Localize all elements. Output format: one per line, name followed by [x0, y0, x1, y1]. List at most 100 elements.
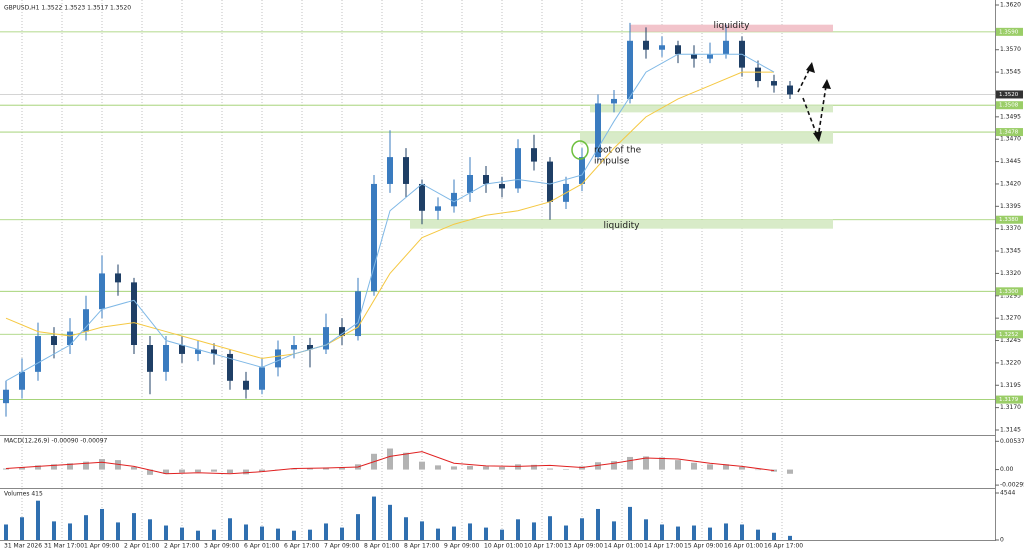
volume-bar	[36, 500, 40, 540]
volume-bar	[372, 496, 376, 540]
macd-bar	[51, 464, 57, 470]
candle-body	[707, 54, 713, 59]
macd-bar	[99, 459, 105, 470]
candle-body	[355, 291, 361, 337]
volume-bar	[244, 524, 248, 540]
macd-bar	[499, 466, 505, 470]
candle-body	[611, 98, 617, 104]
y-tick-label: 1.3445	[1000, 158, 1021, 165]
zone	[410, 219, 833, 229]
volume-bar	[20, 517, 24, 540]
volume-bar	[660, 524, 664, 540]
macd-bar	[579, 466, 585, 470]
macd-bar	[83, 461, 89, 470]
volume-bar	[388, 504, 392, 540]
level-label: 1.3252	[999, 332, 1018, 338]
candle-body	[227, 353, 233, 381]
macd-tick-label: -0.00295	[1000, 482, 1024, 489]
zone-label: liquidity	[604, 221, 641, 231]
volume-bar	[692, 525, 696, 540]
x-tick-label: 6 Apr 01:00	[244, 543, 279, 550]
volume-bar	[116, 522, 120, 540]
candle-body	[99, 273, 105, 310]
symbol-title: GBPUSD,H1 1.3522 1.3523 1.3517 1.3520	[4, 5, 131, 12]
x-tick-label: 16 Apr 17:00	[764, 543, 803, 550]
x-tick-label: 16 Apr 01:00	[724, 543, 763, 550]
macd-bar	[259, 469, 265, 472]
candle-body	[3, 389, 9, 404]
macd-bar	[115, 460, 121, 470]
volume-bar	[548, 516, 552, 540]
volume-bar	[740, 524, 744, 540]
y-tick-label: 1.3170	[1000, 404, 1021, 411]
volume-bar	[788, 535, 792, 540]
macd-bar	[131, 466, 137, 470]
volume-bar	[324, 523, 328, 540]
macd-tick-label: 0.00	[1000, 466, 1014, 473]
level-tag	[996, 27, 1023, 36]
volume-bar	[228, 518, 232, 540]
candle-body	[115, 273, 121, 283]
volume-bar	[148, 519, 152, 540]
zones	[410, 24, 833, 229]
macd-bar	[179, 469, 185, 473]
volume-bar	[596, 508, 600, 540]
macd-bar	[451, 466, 457, 470]
y-tick-label: 1.3420	[1000, 180, 1021, 187]
volume-bar	[564, 525, 568, 540]
macd-bar	[35, 465, 41, 470]
candle-body	[723, 40, 729, 55]
volume-bar	[756, 529, 760, 540]
arrow-head	[822, 79, 831, 89]
volume-title: Volumes 415	[4, 491, 43, 498]
volume-bar	[676, 526, 680, 540]
x-tick-label: 10 Apr 01:00	[484, 543, 523, 550]
candle-body	[467, 175, 473, 193]
candle-body	[67, 331, 73, 345]
x-tick-label: 2 Apr 17:00	[164, 543, 199, 550]
candle-body	[371, 183, 377, 292]
macd-bar	[307, 468, 313, 470]
macd-title: MACD(12,26,9) -0.00090 -0.00097	[4, 438, 108, 445]
macd-bar	[291, 468, 297, 470]
macd-bar	[691, 462, 697, 470]
annotation: impulse	[594, 157, 630, 167]
level-tag	[996, 330, 1023, 339]
candle-body	[515, 148, 521, 189]
macd-bar	[611, 461, 617, 470]
y-tick-label: 1.3545	[1000, 69, 1021, 76]
macd-bar	[563, 469, 569, 470]
candle-body	[627, 40, 633, 99]
y-tick-label: 1.3495	[1000, 113, 1021, 120]
moving-average	[5, 71, 774, 359]
candle-body	[691, 54, 697, 59]
candle-body	[195, 349, 201, 354]
volume-bar	[724, 523, 728, 540]
volume-bar	[532, 522, 536, 540]
macd-bar	[483, 466, 489, 470]
candle-body	[147, 345, 153, 372]
candle-body	[35, 336, 41, 372]
macd-bar	[595, 462, 601, 470]
macd-bar	[419, 461, 425, 470]
volume-bar	[420, 521, 424, 540]
candle-body	[435, 206, 441, 211]
level-tag	[996, 395, 1023, 404]
volume-bar	[436, 528, 440, 540]
y-tick-label: 1.3570	[1000, 46, 1021, 53]
y-tick-label: 1.3295	[1000, 292, 1021, 299]
volume-bar	[68, 523, 72, 540]
arrow	[797, 67, 811, 93]
volume-bar	[708, 527, 712, 540]
candle-body	[307, 345, 313, 350]
volume-bar	[404, 517, 408, 540]
macd-bar	[643, 456, 649, 470]
level-label: 1.3179	[999, 397, 1019, 403]
volume-bar	[100, 508, 104, 540]
macd-bar	[227, 469, 233, 474]
macd-bar	[467, 465, 473, 470]
candle-body	[675, 45, 681, 55]
level-tag	[996, 101, 1023, 110]
candle-body	[595, 103, 601, 158]
